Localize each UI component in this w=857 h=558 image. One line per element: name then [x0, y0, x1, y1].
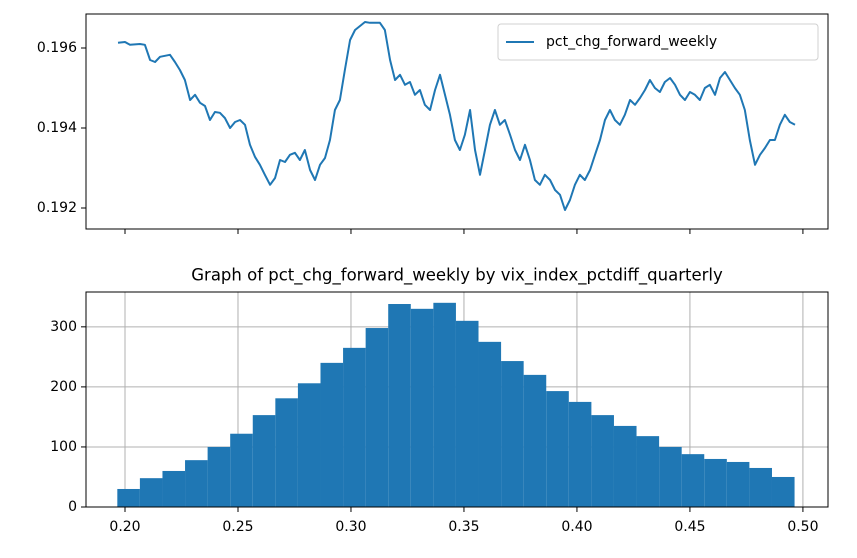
legend-label: pct_chg_forward_weekly — [546, 34, 717, 50]
y-tick-label: 0.194 — [37, 120, 77, 136]
bar — [252, 415, 276, 507]
bar — [410, 308, 434, 507]
plot-frame — [85, 291, 829, 508]
marks — [117, 302, 795, 507]
bar — [568, 401, 592, 507]
plot-frame — [85, 13, 829, 230]
x-tick-label: 0.45 — [674, 519, 705, 535]
bar — [591, 415, 614, 507]
bar — [659, 446, 682, 507]
bar — [523, 374, 547, 507]
bar — [365, 328, 389, 507]
bar — [320, 362, 344, 507]
y-tick-label: 0 — [68, 499, 77, 515]
bar — [433, 302, 456, 507]
bar — [704, 458, 727, 507]
bar — [139, 478, 163, 507]
bar — [636, 436, 660, 507]
marks — [117, 21, 796, 211]
legend — [497, 23, 819, 61]
bar — [117, 488, 140, 507]
x-tick-label: 0.30 — [335, 519, 366, 535]
bar — [726, 461, 750, 507]
bar — [207, 446, 231, 507]
y-tick-label: 0.192 — [37, 200, 77, 216]
bar — [681, 454, 705, 507]
bar — [343, 347, 366, 507]
x-tick-label: 0.40 — [561, 519, 592, 535]
x-tick-label: 0.25 — [222, 519, 253, 535]
x-tick-label: 0.20 — [109, 519, 140, 535]
bar — [275, 398, 298, 507]
line — [117, 21, 796, 211]
bar — [546, 391, 569, 507]
bar — [478, 341, 502, 507]
bar — [455, 320, 479, 507]
bar — [501, 361, 524, 507]
bar — [613, 425, 637, 507]
bar — [185, 460, 208, 507]
x-tick-label: 0.35 — [448, 519, 479, 535]
bar — [771, 476, 795, 507]
bar — [162, 470, 186, 507]
bar — [230, 433, 253, 507]
x-tick-label: 0.50 — [787, 519, 818, 535]
y-tick-label: 100 — [50, 439, 77, 455]
chart-title: Graph of pct_chg_forward_weekly by vix_i… — [191, 266, 723, 286]
bar — [297, 383, 321, 507]
y-tick-label: 300 — [50, 319, 77, 335]
bar — [388, 304, 411, 507]
bar — [749, 467, 772, 507]
y-tick-label: 200 — [50, 379, 77, 395]
y-tick-label: 0.196 — [37, 40, 77, 56]
